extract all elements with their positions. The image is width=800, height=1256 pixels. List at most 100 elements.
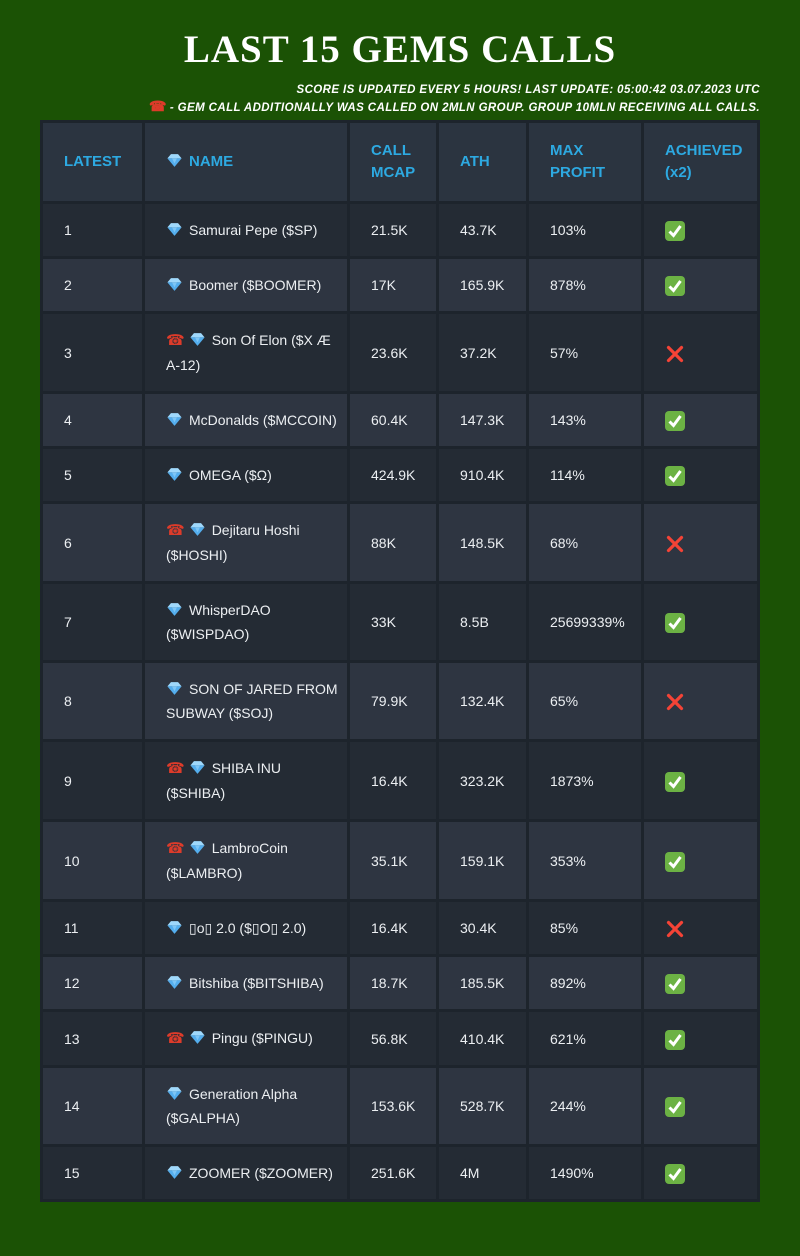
- ath-cell: 8.5B: [439, 584, 526, 660]
- name-cell: Boomer ($BOOMER): [145, 259, 347, 311]
- name-cell: ▯o▯ 2.0 ($▯O▯ 2.0): [145, 902, 347, 954]
- achieved-cell: [644, 259, 757, 311]
- max-profit-cell: 25699339%: [529, 584, 641, 660]
- name-cell: ☎ LambroCoin ($LAMBRO): [145, 822, 347, 899]
- achieved-cell: [644, 394, 757, 446]
- ath-cell: 43.7K: [439, 204, 526, 256]
- achieved-cell: [644, 957, 757, 1009]
- ath-cell: 132.4K: [439, 663, 526, 739]
- coin-name: WhisperDAO ($WISPDAO): [166, 602, 271, 642]
- table-row: 1 Samurai Pepe ($SP) 21.5K 43.7K 103%: [43, 204, 757, 256]
- col-name-label: NAME: [189, 153, 234, 170]
- table-row: 11 ▯o▯ 2.0 ($▯O▯ 2.0) 16.4K 30.4K 85%: [43, 902, 757, 954]
- achieved-cell: [644, 902, 757, 954]
- rank-cell: 13: [43, 1012, 142, 1065]
- coin-name: Samurai Pepe ($SP): [189, 222, 318, 238]
- call-mcap-cell: 424.9K: [350, 449, 436, 501]
- rank-cell: 2: [43, 259, 142, 311]
- achieved-cell: [644, 822, 757, 899]
- cross-icon: [665, 344, 685, 364]
- table-row: 8 SON OF JARED FROM SUBWAY ($SOJ) 79.9K 132…: [43, 663, 757, 739]
- max-profit-cell: 621%: [529, 1012, 641, 1065]
- ath-cell: 185.5K: [439, 957, 526, 1009]
- name-cell: McDonalds ($MCCOIN): [145, 394, 347, 446]
- gem-icon: [167, 603, 182, 616]
- coin-name: Pingu ($PINGU): [211, 1030, 313, 1046]
- cross-icon: [665, 692, 685, 712]
- col-call-mcap: CALL MCAP: [350, 123, 436, 201]
- ath-cell: 165.9K: [439, 259, 526, 311]
- gem-icon: [190, 523, 205, 536]
- name-cell: OMEGA ($Ω): [145, 449, 347, 501]
- max-profit-cell: 68%: [529, 504, 641, 581]
- check-icon: [665, 276, 685, 297]
- ath-cell: 159.1K: [439, 822, 526, 899]
- rank-cell: 15: [43, 1147, 142, 1199]
- coin-name: Generation Alpha ($GALPHA): [166, 1086, 298, 1126]
- max-profit-cell: 85%: [529, 902, 641, 954]
- check-icon: [665, 411, 685, 432]
- name-cell: ☎ Pingu ($PINGU): [145, 1012, 347, 1065]
- table-row: 6 ☎ Dejitaru Hoshi ($HOSHI) 88K 148.5K 68%: [43, 504, 757, 581]
- ath-cell: 323.2K: [439, 742, 526, 819]
- col-name: NAME: [145, 123, 347, 201]
- call-mcap-cell: 79.9K: [350, 663, 436, 739]
- ath-cell: 30.4K: [439, 902, 526, 954]
- ath-cell: 910.4K: [439, 449, 526, 501]
- name-cell: ☎ Son Of Elon ($X Æ A-12): [145, 314, 347, 391]
- table-row: 10 ☎ LambroCoin ($LAMBRO) 35.1K 159.1K 353%: [43, 822, 757, 899]
- max-profit-cell: 892%: [529, 957, 641, 1009]
- name-cell: ZOOMER ($ZOOMER): [145, 1147, 347, 1199]
- call-mcap-cell: 153.6K: [350, 1068, 436, 1144]
- rank-cell: 14: [43, 1068, 142, 1144]
- col-ath: ATH: [439, 123, 526, 201]
- name-cell: ☎ SHIBA INU ($SHIBA): [145, 742, 347, 819]
- page-title: LAST 15 GEMS CALLS: [183, 28, 617, 71]
- check-icon: [665, 1097, 685, 1118]
- table-row: 9 ☎ SHIBA INU ($SHIBA) 16.4K 323.2K 1873%: [43, 742, 757, 819]
- achieved-cell: [644, 204, 757, 256]
- table-row: 2 Boomer ($BOOMER) 17K 165.9K 878%: [43, 259, 757, 311]
- col-max-profit: MAX PROFIT: [529, 123, 641, 201]
- cross-icon: [665, 534, 685, 554]
- call-mcap-cell: 60.4K: [350, 394, 436, 446]
- coin-name: SHIBA INU ($SHIBA): [166, 760, 281, 801]
- coin-name: OMEGA ($Ω): [189, 467, 272, 483]
- ath-cell: 4M: [439, 1147, 526, 1199]
- gem-icon: [167, 1166, 182, 1179]
- gem-icon: [167, 223, 182, 236]
- ath-cell: 528.7K: [439, 1068, 526, 1144]
- cross-icon: [665, 919, 685, 939]
- ath-cell: 148.5K: [439, 504, 526, 581]
- call-mcap-cell: 35.1K: [350, 822, 436, 899]
- max-profit-cell: 1873%: [529, 742, 641, 819]
- gem-icon: [167, 413, 182, 426]
- rank-cell: 7: [43, 584, 142, 660]
- check-icon: [665, 1029, 685, 1050]
- rank-cell: 11: [43, 902, 142, 954]
- gem-icon: [167, 1087, 182, 1100]
- achieved-cell: [644, 504, 757, 581]
- rank-cell: 10: [43, 822, 142, 899]
- table-body: 1 Samurai Pepe ($SP) 21.5K 43.7K 103% 2 Boomer…: [43, 204, 757, 1199]
- table-header-row: LATEST NAME CALL MCAP ATH MAX PROFIT ACH…: [43, 123, 757, 201]
- coin-name: Boomer ($BOOMER): [189, 277, 322, 293]
- max-profit-cell: 244%: [529, 1068, 641, 1144]
- call-mcap-cell: 33K: [350, 584, 436, 660]
- alarm-phone-icon: ☎: [166, 522, 185, 539]
- check-icon: [665, 851, 685, 872]
- coin-name: Bitshiba ($BITSHIBA): [189, 975, 324, 991]
- rank-cell: 12: [43, 957, 142, 1009]
- achieved-cell: [644, 663, 757, 739]
- alarm-phone-icon: ☎: [166, 332, 185, 349]
- max-profit-cell: 57%: [529, 314, 641, 391]
- rank-cell: 3: [43, 314, 142, 391]
- coin-name: Son Of Elon ($X Æ A-12): [166, 332, 331, 373]
- max-profit-cell: 65%: [529, 663, 641, 739]
- achieved-cell: [644, 449, 757, 501]
- legend-note: ☎ - GEM CALL ADDITIONALLY WAS CALLED ON 2…: [40, 98, 760, 116]
- table-row: 5 OMEGA ($Ω) 424.9K 910.4K 114%: [43, 449, 757, 501]
- alarm-phone-icon: ☎: [166, 840, 185, 857]
- col-achieved: ACHIEVED (x2): [644, 123, 757, 201]
- alarm-phone-icon: ☎: [166, 760, 185, 777]
